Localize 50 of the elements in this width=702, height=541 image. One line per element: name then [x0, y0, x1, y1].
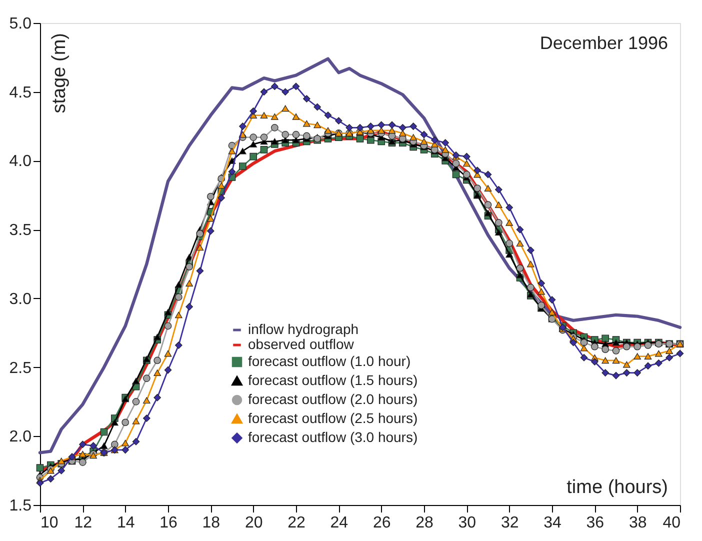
point	[495, 229, 502, 236]
legend-label: forecast outflow (2.0 hours)	[248, 391, 418, 407]
point	[100, 442, 108, 449]
point	[132, 378, 140, 384]
x-tick-label: 20	[244, 514, 263, 532]
point	[484, 210, 492, 216]
point	[506, 251, 513, 258]
point	[516, 272, 524, 278]
legend-label: forecast outflow (1.5 hours)	[248, 372, 418, 388]
legend-label: forecast outflow (1.0 hour)	[248, 353, 411, 369]
y-axis-title: stage (m)	[49, 33, 70, 114]
legend-label: forecast outflow (3.0 hours)	[248, 429, 418, 445]
x-tick-label: 40	[662, 514, 681, 532]
y-tick-label: 2.0	[9, 428, 32, 446]
y-tick-label: 3.5	[9, 222, 32, 240]
x-tick-label: 16	[160, 514, 178, 532]
y-tick-label: 4.5	[9, 84, 32, 102]
x-tick-label: 36	[586, 514, 604, 532]
x-tick-label: 34	[544, 514, 562, 532]
x-tick-label: 12	[74, 514, 92, 532]
point	[164, 308, 172, 316]
x-axis-title: time (hours)	[566, 477, 668, 498]
x-tick-label: 24	[330, 514, 348, 532]
point	[111, 419, 118, 426]
y-tick-label: 5.0	[9, 16, 32, 32]
point	[292, 136, 300, 144]
x-tick-label: 32	[500, 514, 519, 532]
point	[154, 334, 161, 340]
y-tick-label: 1.5	[9, 498, 32, 514]
text: December 1996	[540, 33, 668, 53]
x-tick-label: 18	[202, 514, 220, 532]
point	[250, 140, 257, 148]
x-tick-label: 30	[458, 514, 476, 532]
point	[282, 136, 289, 144]
x-tick-label: 22	[288, 514, 306, 532]
x-tick-label: 10	[40, 514, 58, 532]
x-tick-label: 28	[416, 514, 434, 532]
x-tick-label: 26	[372, 514, 391, 532]
point	[612, 339, 620, 346]
point	[175, 281, 182, 288]
point	[271, 138, 278, 145]
legend-label: inflow hydrograph	[248, 321, 359, 337]
y-tick-label: 3.0	[9, 290, 32, 308]
x-tick-label: 14	[116, 514, 135, 532]
legend-label: forecast outflow (2.5 hours)	[248, 410, 418, 426]
legend-label: observed outflow	[248, 336, 355, 352]
point	[239, 148, 246, 154]
y-tick-label: 4.0	[9, 153, 32, 170]
y-tick-label: 2.5	[9, 360, 32, 377]
x-tick-label: 38	[628, 514, 647, 532]
